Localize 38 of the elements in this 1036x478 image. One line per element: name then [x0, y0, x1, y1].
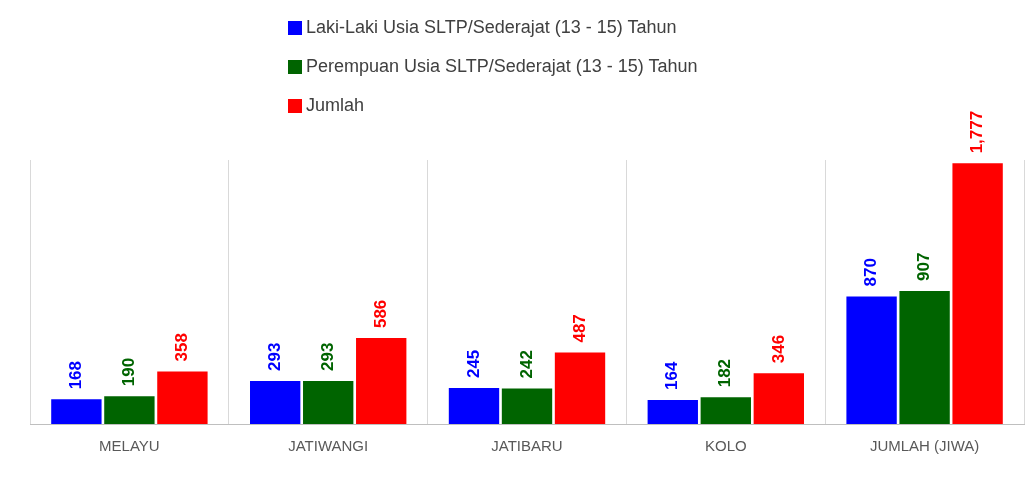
data-label: 358 — [172, 333, 192, 362]
bar — [448, 388, 500, 424]
bar — [501, 388, 553, 424]
x-tick-label: JATIWANGI — [288, 437, 369, 455]
data-label: 1,777 — [967, 110, 987, 154]
data-label: 242 — [516, 350, 536, 379]
x-tick-label: KOLO — [704, 437, 747, 455]
bar — [753, 373, 804, 424]
bar — [303, 381, 354, 424]
data-label: 293 — [264, 342, 284, 372]
bar — [554, 352, 606, 424]
legend-label: Perempuan Usia SLTP/Sederajat (13 - 15) Tahun — [306, 56, 698, 77]
data-label: 168 — [66, 360, 86, 390]
x-tick-label: JUMLAH (JIWA) — [869, 437, 980, 455]
legend-label: Laki-Laki Usia SLTP/Sederajat (13 - 15) Tahun — [306, 17, 677, 38]
bar — [104, 396, 155, 424]
data-label: 586 — [370, 299, 390, 329]
bar — [952, 163, 1003, 424]
legend-label: Jumlah — [306, 95, 365, 116]
bar — [51, 399, 102, 424]
data-label: 182 — [715, 358, 735, 388]
bar — [157, 371, 208, 424]
data-label: 245 — [463, 349, 483, 379]
x-tick-label: MELAYU — [99, 437, 160, 455]
bar — [846, 296, 897, 424]
data-label: 487 — [569, 314, 589, 343]
bar — [356, 338, 407, 424]
bar — [700, 397, 751, 424]
data-label: 870 — [861, 258, 881, 287]
data-label: 190 — [119, 357, 139, 387]
bar — [899, 290, 950, 424]
bar — [647, 399, 698, 424]
data-label: 907 — [914, 252, 934, 281]
data-label: 346 — [768, 334, 788, 364]
data-label: 164 — [662, 361, 682, 390]
bar — [250, 381, 301, 424]
x-tick-label: JATIBARU — [491, 437, 563, 455]
data-label: 293 — [317, 342, 337, 372]
